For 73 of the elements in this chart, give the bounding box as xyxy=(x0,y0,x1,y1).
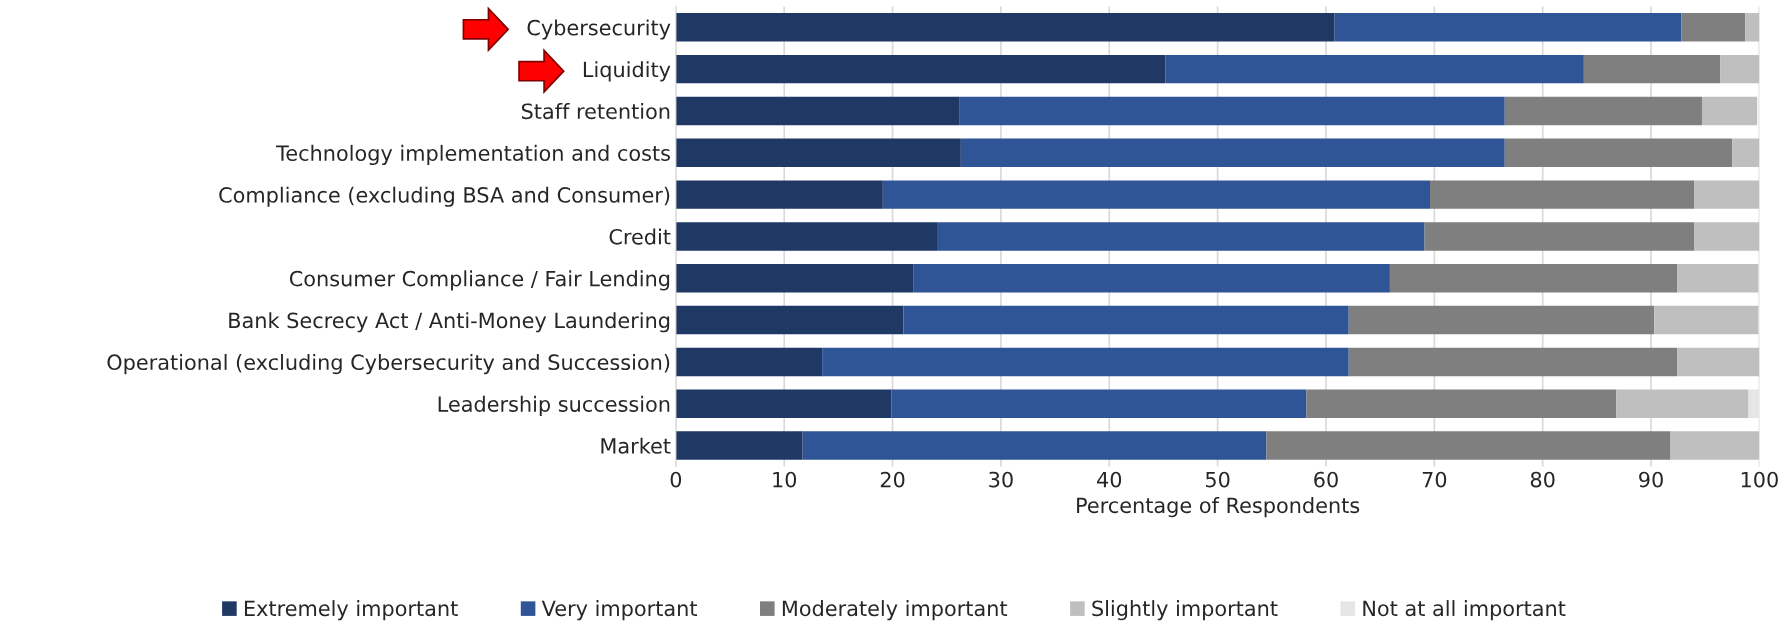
bar xyxy=(675,347,823,377)
bar xyxy=(913,264,1390,293)
bar xyxy=(1745,13,1760,42)
y-tick-label: Liquidity xyxy=(583,61,671,82)
y-tick-label: Bank Secrecy Act / Anti-Money Laundering xyxy=(229,312,670,333)
bar xyxy=(882,180,1430,209)
bar xyxy=(1504,96,1702,126)
bar xyxy=(675,13,1335,42)
x-tick-label: 80 xyxy=(1530,471,1555,488)
bar xyxy=(675,180,883,209)
bar xyxy=(1677,264,1759,293)
bar xyxy=(675,138,961,167)
bar xyxy=(802,431,1267,460)
x-tick-label: 90 xyxy=(1639,471,1663,488)
bar xyxy=(1389,264,1678,293)
legend-label: Very important xyxy=(541,600,698,621)
bar xyxy=(960,138,1505,167)
bar xyxy=(1701,96,1758,126)
bar xyxy=(1732,138,1760,167)
bar xyxy=(1306,389,1617,418)
bar xyxy=(1694,180,1760,209)
bar xyxy=(675,222,937,251)
bar xyxy=(891,389,1307,418)
y-tick-label: Credit xyxy=(609,228,671,245)
bar xyxy=(1616,389,1749,418)
legend-label: Moderately important xyxy=(782,600,1008,621)
bar xyxy=(1348,347,1678,377)
y-tick-label: Operational (excluding Cybersecurity and Succession) xyxy=(107,353,670,375)
bar xyxy=(1670,431,1760,460)
legend-label: Not at all important xyxy=(1363,600,1566,621)
bar xyxy=(1720,54,1760,84)
bar xyxy=(675,54,1166,84)
bar xyxy=(675,96,960,126)
bar xyxy=(959,96,1505,126)
x-tick-label: 100 xyxy=(1741,471,1778,488)
x-tick-label: 50 xyxy=(1205,471,1230,488)
x-tick-label: 20 xyxy=(880,471,905,488)
bar xyxy=(1165,54,1584,84)
y-tick-label: Cybersecurity xyxy=(527,19,671,40)
y-tick-label: Compliance (excluding BSA and Consumer) xyxy=(219,186,670,207)
bar xyxy=(1430,180,1695,209)
bar xyxy=(1748,389,1760,418)
bar xyxy=(936,222,1425,251)
bar xyxy=(675,305,904,335)
y-tick-label: Staff retention xyxy=(521,103,670,120)
legend-label: Extremely important xyxy=(244,600,458,621)
bar xyxy=(675,389,892,418)
bar xyxy=(903,305,1349,335)
bar xyxy=(1583,54,1721,84)
bar xyxy=(822,347,1349,377)
legend-label: Slightly important xyxy=(1092,600,1278,621)
y-tick-label: Leadership succession xyxy=(438,395,670,416)
x-tick-label: 10 xyxy=(773,471,797,488)
bar xyxy=(675,431,803,460)
x-axis-title: Percentage of Respondents xyxy=(1077,497,1360,518)
bar xyxy=(1348,305,1655,335)
bar xyxy=(1424,222,1695,251)
bar xyxy=(1334,13,1682,42)
x-tick-label: 40 xyxy=(1097,471,1122,488)
y-tick-label: Technology implementation and costs xyxy=(276,144,670,166)
x-tick-label: 30 xyxy=(989,471,1013,488)
y-tick-label: Market xyxy=(601,437,671,454)
bar xyxy=(1694,222,1760,251)
bar xyxy=(1504,138,1733,167)
bar xyxy=(1681,13,1746,42)
x-tick-label: 60 xyxy=(1314,471,1338,488)
bar xyxy=(675,264,914,293)
x-tick-label: 70 xyxy=(1422,471,1447,488)
y-tick-label: Consumer Compliance / Fair Lending xyxy=(289,270,670,291)
bar xyxy=(1654,305,1759,335)
x-tick-label: 0 xyxy=(670,471,682,488)
bar xyxy=(1266,431,1671,460)
bar xyxy=(1677,347,1760,377)
